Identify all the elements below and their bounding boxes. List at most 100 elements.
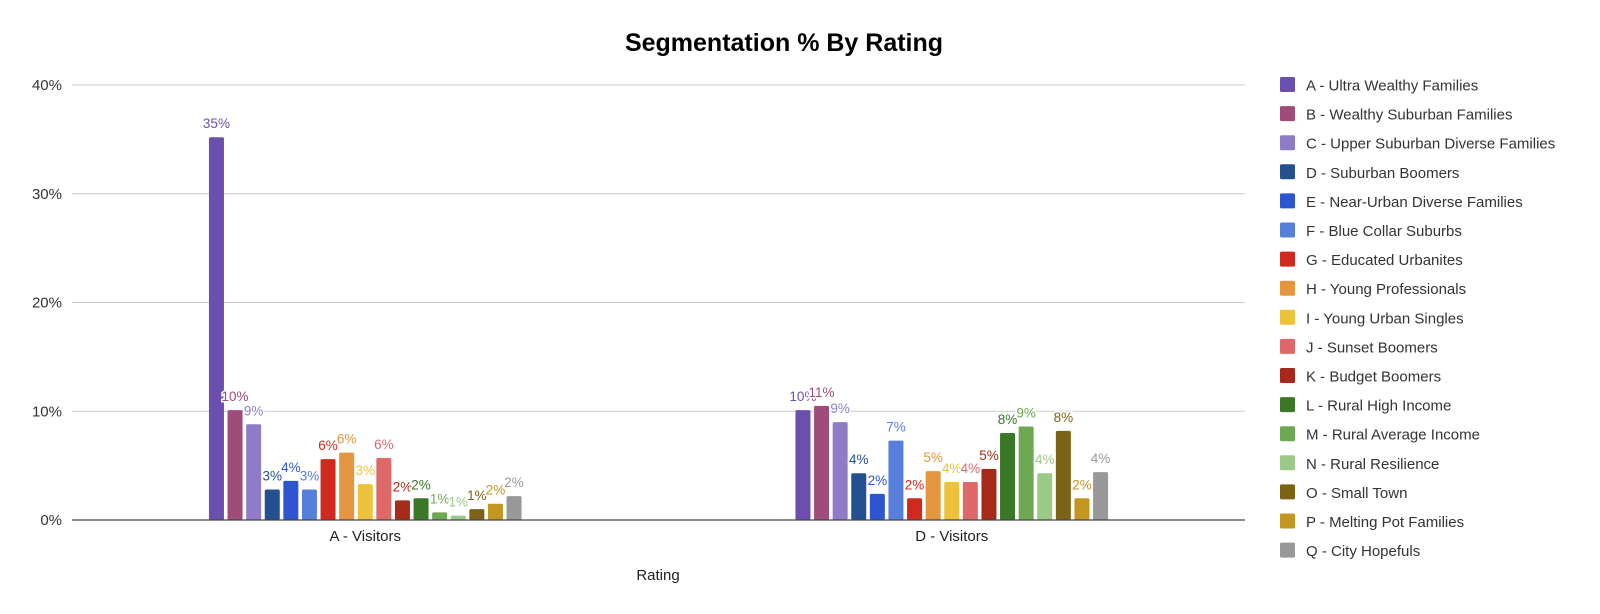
bars xyxy=(208,137,1109,520)
bar xyxy=(925,471,941,520)
data-labels: 35%10%9%3%4%3%6% 6%3%6%2% 2%1% 1% 1% 2%2%10%1… xyxy=(201,115,1111,511)
data-label: 3% xyxy=(300,469,320,484)
bar xyxy=(944,481,960,520)
data-label: 5% xyxy=(923,450,943,465)
x-tick-label: A - Visitors xyxy=(330,528,401,545)
bar xyxy=(1018,426,1034,520)
legend-label: A - Ultra Wealthy Families xyxy=(1306,78,1478,95)
legend-label: E - Near-Urban Diverse Families xyxy=(1306,194,1523,211)
y-tick-label: 40% xyxy=(32,77,62,94)
legend-item: O - Small Town xyxy=(1280,484,1407,502)
legend-item: Q - City Hopefuls xyxy=(1280,542,1420,560)
legend-swatch xyxy=(1280,135,1295,151)
data-label: 10% xyxy=(789,389,816,404)
data-label: 1% xyxy=(467,488,487,503)
legend-label: M - Rural Average Income xyxy=(1306,427,1480,444)
bar xyxy=(208,137,224,520)
legend-swatch xyxy=(1280,513,1295,529)
bar xyxy=(413,498,429,520)
legend-swatch xyxy=(1280,164,1295,180)
legend-label: B - Wealthy Suburban Families xyxy=(1306,107,1512,124)
chart-title: Segmentation % By Rating xyxy=(625,29,943,57)
bar xyxy=(851,473,867,520)
legend-label: H - Young Professionals xyxy=(1306,281,1466,298)
data-label: 6% xyxy=(318,438,338,453)
data-label: 9% xyxy=(1016,405,1036,420)
data-label: 3% xyxy=(262,469,282,484)
data-label: 4% xyxy=(281,460,301,475)
legend-item: D - Suburban Boomers xyxy=(1280,164,1459,182)
bar xyxy=(264,489,280,520)
bar xyxy=(227,410,243,520)
legend-label: D - Suburban Boomers xyxy=(1306,165,1459,182)
bar xyxy=(962,481,978,520)
legend-item: B - Wealthy Suburban Families xyxy=(1280,106,1512,124)
legend-item: F - Blue Collar Suburbs xyxy=(1280,222,1462,240)
data-label: 11% xyxy=(809,385,835,400)
data-label: 6% xyxy=(374,437,394,452)
bar xyxy=(888,440,904,520)
data-label: 1% xyxy=(448,495,468,510)
bar xyxy=(907,498,923,520)
data-label: 6% xyxy=(337,432,357,447)
legend-label: N - Rural Resilience xyxy=(1306,456,1439,473)
legend-label: G - Educated Urbanites xyxy=(1306,252,1463,269)
data-label: 4% xyxy=(1091,451,1111,466)
legend-swatch xyxy=(1280,251,1295,267)
data-label: 8% xyxy=(998,412,1018,427)
legend-label: I - Young Urban Singles xyxy=(1306,310,1464,327)
bar xyxy=(1093,472,1109,520)
bar xyxy=(339,452,355,520)
legend-label: O - Small Town xyxy=(1306,485,1407,502)
legend-swatch xyxy=(1280,338,1295,354)
legend-label: C - Upper Suburban Diverse Families xyxy=(1306,136,1555,153)
data-label: 2% xyxy=(905,477,925,492)
bar xyxy=(795,410,811,520)
bar xyxy=(469,509,485,520)
legend-swatch xyxy=(1280,368,1295,383)
bar xyxy=(1000,433,1016,520)
data-label: 5% xyxy=(979,448,999,463)
y-tick-label: 30% xyxy=(32,186,62,203)
legend-label: Q - City Hopefuls xyxy=(1306,543,1420,560)
x-axis-title: Rating xyxy=(636,567,679,584)
bar xyxy=(246,424,262,520)
gridlines xyxy=(72,84,1245,412)
legend-label: P - Melting Pot Families xyxy=(1306,514,1464,531)
data-label: 10% xyxy=(222,389,249,404)
bar xyxy=(814,405,830,520)
data-label: 35% xyxy=(203,116,230,131)
data-label: 2% xyxy=(868,473,888,488)
legend-item: G - Educated Urbanites xyxy=(1280,251,1463,269)
legend-item: M - Rural Average Income xyxy=(1280,426,1480,444)
legend-swatch xyxy=(1280,542,1295,558)
data-label: 4% xyxy=(961,461,981,476)
data-label: 2% xyxy=(411,477,431,492)
data-label: 4% xyxy=(849,452,869,467)
data-label: 2% xyxy=(504,475,524,490)
data-label: 2% xyxy=(393,479,413,494)
bar xyxy=(1037,473,1053,520)
bar xyxy=(981,468,997,520)
legend-item: I - Young Urban Singles xyxy=(1280,309,1464,327)
data-label: 2% xyxy=(1072,477,1092,492)
bar xyxy=(394,500,410,520)
data-label: 7% xyxy=(886,420,906,435)
data-label: 4% xyxy=(942,461,962,476)
legend-item: N - Rural Resilience xyxy=(1280,455,1439,473)
y-tick-label: 10% xyxy=(32,403,62,420)
legend-label: F - Blue Collar Suburbs xyxy=(1306,223,1462,240)
data-label: 4% xyxy=(1035,452,1055,467)
legend-item: J - Sunset Boomers xyxy=(1280,338,1438,356)
legend-item: L - Rural High Income xyxy=(1280,397,1451,415)
bar xyxy=(357,484,373,520)
bar xyxy=(832,422,848,520)
legend-label: J - Sunset Boomers xyxy=(1306,339,1438,356)
legend-item: A - Ultra Wealthy Families xyxy=(1280,77,1478,95)
bar xyxy=(506,496,522,520)
bar xyxy=(320,459,336,520)
legend-swatch xyxy=(1280,106,1295,122)
legend-swatch xyxy=(1280,280,1295,296)
bar xyxy=(1074,498,1090,520)
legend-swatch xyxy=(1280,397,1295,413)
